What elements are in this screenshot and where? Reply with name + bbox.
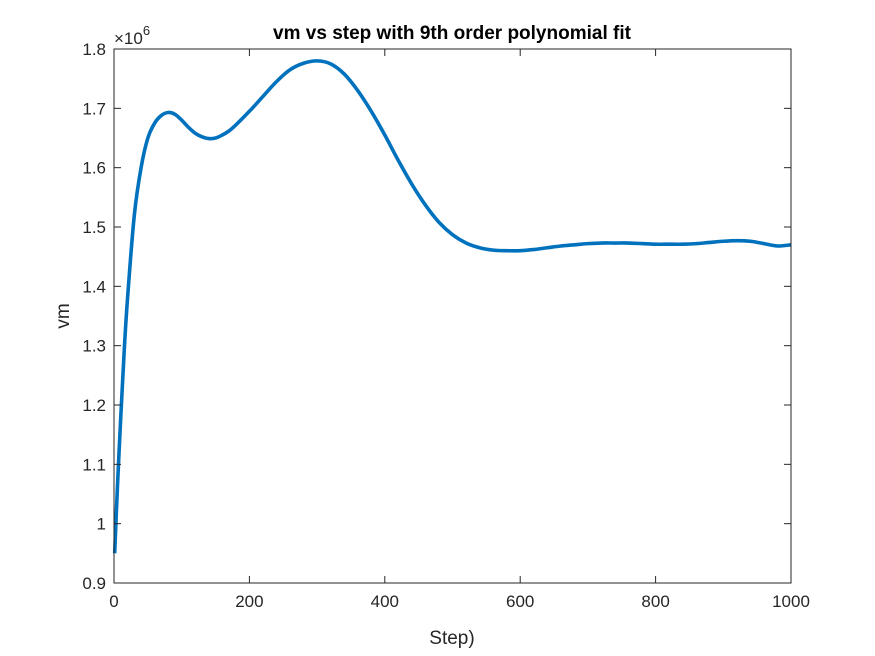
y-tick-label: 1.2 <box>82 396 106 415</box>
tick-labels: 0 200 400 600 800 1000 0.9 1 1.1 1.2 1.3 1.4 1.5 1.6 1… <box>82 40 810 611</box>
y-tick-label: 1.3 <box>82 337 106 356</box>
axes-box <box>113 48 792 584</box>
y-axis-title: vm <box>53 303 74 328</box>
x-tick-label: 800 <box>641 592 669 611</box>
y-tick-label: 1.4 <box>82 277 106 296</box>
y-tick-label: 1.5 <box>82 218 106 237</box>
y-tick-label: 1.7 <box>82 99 106 118</box>
y-tick-label: 1 <box>97 515 106 534</box>
y-tick-label: 1.1 <box>82 455 106 474</box>
axes-frame <box>113 48 792 584</box>
y-exponent-base: ×10 <box>114 29 143 48</box>
y-tick-label: 1.6 <box>82 159 106 178</box>
plot-area <box>114 49 791 583</box>
x-tick-label: 400 <box>371 592 399 611</box>
series-line-0 <box>112 59 792 554</box>
y-exponent-power: 6 <box>143 23 150 38</box>
y-tick-label: 1.8 <box>82 40 106 59</box>
y-tick-label: 0.9 <box>82 574 106 593</box>
tick-marks <box>113 48 792 584</box>
x-tick-label: 0 <box>109 592 118 611</box>
x-tick-label: 1000 <box>772 592 810 611</box>
y-exponent-multiplier: ×106 <box>114 23 150 48</box>
x-tick-label: 200 <box>235 592 263 611</box>
chart-title: vm vs step with 9th order polynomial fit <box>273 23 632 44</box>
series-layer <box>112 59 792 554</box>
x-tick-label: 600 <box>506 592 534 611</box>
x-axis-title: Step) <box>429 628 474 649</box>
